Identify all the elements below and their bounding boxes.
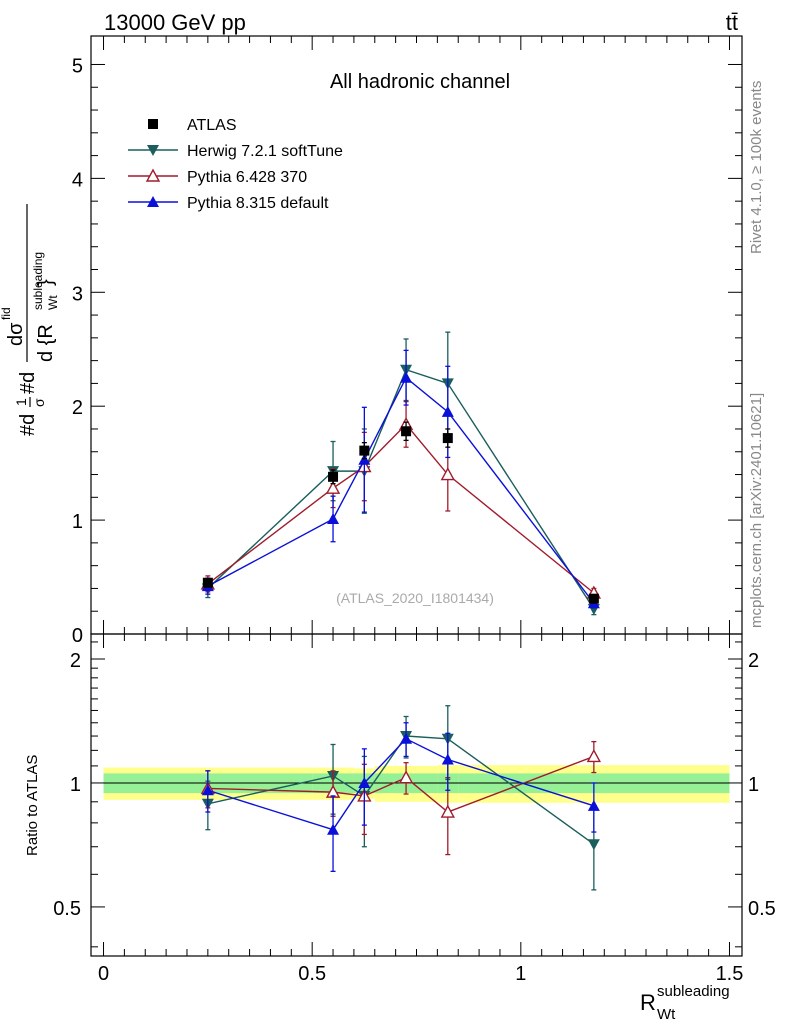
legend-label: ATLAS [187, 117, 237, 134]
ratio-point [327, 823, 340, 835]
chart-title: All hadronic channel [330, 71, 510, 93]
x-tick-label: 0.5 [298, 963, 326, 985]
data-point [327, 512, 340, 524]
legend-label: Pythia 8.315 default [187, 195, 329, 212]
x-tick-label: 0 [98, 963, 109, 985]
ylabel-one: 1 [13, 398, 29, 406]
ylabel-sigma: σ [31, 398, 47, 407]
ratio-point [201, 784, 214, 796]
xlabel-r: R [640, 990, 656, 1015]
ratio-line [207, 737, 595, 831]
legend-marker [148, 119, 158, 129]
rivet-label: Rivet 4.1.0, ≥ 100k events [748, 81, 765, 254]
ratio-series-pythia-8-315-default [201, 722, 600, 873]
ylabel-fid: fid [0, 307, 13, 320]
ylabel-wt: Wt [46, 295, 60, 310]
ratio-point [400, 732, 413, 744]
ratio-point [358, 776, 371, 788]
ylabel-brace: } [35, 279, 57, 286]
ylabel-d-r: d {R [35, 324, 57, 362]
data-point [400, 371, 413, 383]
ratio-point [440, 804, 455, 818]
ratio-y-tick-label: 2 [70, 650, 81, 672]
legend: ATLAS Herwig 7.2.1 softTune Pythia 6.428 3… [128, 117, 343, 212]
ratio-y-tick-label-right: 1 [748, 774, 759, 796]
mcplots-label: mcplots.cern.ch [arXiv:2401.10621] [748, 393, 765, 628]
header-process: tt̄ [726, 10, 738, 35]
x-tick-label: 1 [515, 963, 526, 985]
ratio-line [207, 755, 595, 813]
main-y-tick-label: 3 [72, 283, 83, 305]
data-point [588, 593, 599, 604]
legend-marker [147, 145, 159, 156]
data-point [442, 433, 453, 444]
data-point [202, 577, 213, 588]
analysis-watermark: (ATLAS_2020_I1801434) [336, 590, 494, 606]
ratio-point [398, 770, 414, 784]
ylabel-hash-d2: #d [17, 372, 39, 394]
data-point [325, 480, 341, 494]
ratio-y-tick-label-right: 0.5 [748, 898, 776, 920]
ylabel-hash-d: #d [17, 414, 39, 436]
ratio-point [441, 753, 454, 765]
ratio-y-tick-label: 1 [70, 774, 81, 796]
main-y-tick-label: 1 [72, 511, 83, 533]
xlabel-wt: Wt [657, 1006, 676, 1023]
legend-item: Pythia 8.315 default [128, 195, 329, 212]
ylabel-subleading: subleading [31, 252, 45, 310]
data-point [328, 471, 339, 482]
main-y-tick-label: 0 [72, 625, 83, 647]
main-y-tick-label: 5 [72, 55, 83, 77]
data-point [441, 405, 454, 417]
series-line [207, 368, 595, 610]
series-herwig-7-2-1-softtune [201, 331, 600, 616]
series-atlas [202, 421, 599, 604]
ratio-point [587, 799, 600, 811]
series-line [207, 376, 595, 604]
legend-label: Pythia 6.428 370 [187, 169, 307, 186]
legend-item: Pythia 6.428 370 [128, 168, 307, 186]
ratio-panel: 0 0.5 1 1.5 0.5 0.5 1 1 2 2 [53, 633, 776, 985]
ratio-line [207, 735, 595, 845]
xlabel-subleading: subleading [657, 983, 730, 1000]
series-pythia-8-315-default [201, 349, 600, 609]
main-panel: 0 1 2 3 4 5 All hadronic channel (ATLAS_2020_… [72, 35, 743, 647]
legend-item: ATLAS [148, 117, 237, 134]
data-point [359, 445, 370, 456]
legend-marker [145, 168, 161, 182]
ylabel-dsigma: dσ [5, 322, 27, 346]
legend-marker [147, 196, 159, 207]
ratio-frame [90, 633, 743, 957]
main-y-tick-label: 4 [72, 169, 83, 191]
legend-item: Herwig 7.2.1 softTune [128, 143, 343, 160]
ratio-y-tick-label: 0.5 [53, 898, 81, 920]
main-y-tick-label: 2 [72, 397, 83, 419]
x-tick-label: 1.5 [716, 963, 744, 985]
series-line [207, 423, 595, 594]
data-point [440, 467, 455, 481]
data-point [401, 426, 412, 437]
ratio-y-tick-label-right: 2 [748, 650, 759, 672]
series-pythia-6-428-370 [200, 400, 602, 599]
main-y-axis-label: #d 1 σ #d dσ fid d {R subleading Wt} [0, 204, 60, 436]
ratio-point [587, 839, 600, 851]
header-energy: 13000 GeV pp [104, 10, 246, 35]
ratio-y-axis-label: Ratio to ATLAS [24, 755, 41, 856]
ratio-point [586, 748, 602, 763]
legend-label: Herwig 7.2.1 softTune [187, 143, 343, 160]
